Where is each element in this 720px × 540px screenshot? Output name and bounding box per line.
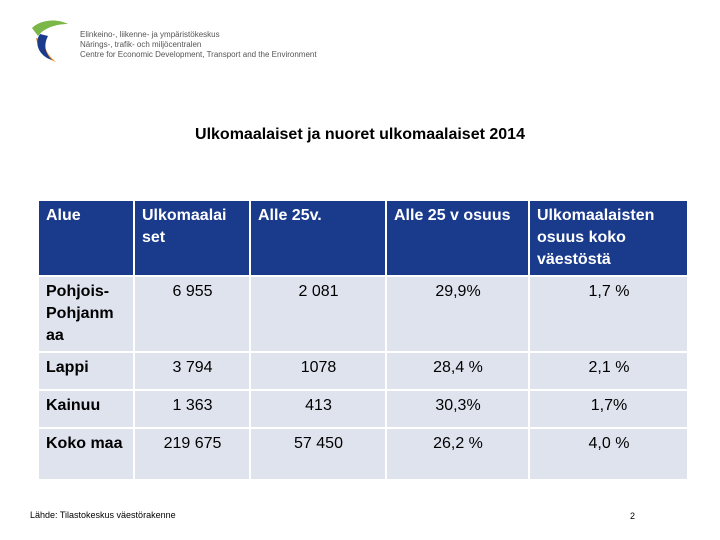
header-under25: Alle 25v. — [249, 199, 387, 277]
cell-share-total: 2,1 % — [528, 351, 689, 391]
cell-under25-share: 30,3% — [385, 389, 530, 429]
table-row: Pohjois-Pohjanm aa 6 955 2 081 29,9% 1,7… — [37, 275, 689, 353]
ely-logo — [32, 20, 68, 62]
table-row: Lappi 3 794 1078 28,4 % 2,1 % — [37, 351, 689, 391]
header-under25-share: Alle 25 v osuus — [385, 199, 530, 277]
cell-region: Lappi — [37, 351, 135, 391]
cell-share-total: 4,0 % — [528, 427, 689, 481]
cell-under25: 1078 — [249, 351, 387, 391]
logo-green-leaf — [32, 20, 68, 36]
cell-under25-share: 28,4 % — [385, 351, 530, 391]
cell-under25-share: 26,2 % — [385, 427, 530, 481]
header-region: Alue — [37, 199, 135, 277]
cell-share-total: 1,7 % — [528, 275, 689, 353]
organization-name: Elinkeino-, liikenne- ja ympäristökeskus… — [80, 30, 317, 60]
cell-region: Kainuu — [37, 389, 135, 429]
header-foreigners: Ulkomaalai set — [133, 199, 251, 277]
header-share-total: Ulkomaalaisten osuus koko väestöstä — [528, 199, 689, 277]
cell-under25: 2 081 — [249, 275, 387, 353]
cell-under25: 413 — [249, 389, 387, 429]
page-number: 2 — [630, 511, 636, 521]
cell-foreigners: 1 363 — [133, 389, 251, 429]
cell-foreigners: 3 794 — [133, 351, 251, 391]
logo-blue-leaf — [37, 34, 52, 60]
table-row: Koko maa 219 675 57 450 26,2 % 4,0 % — [37, 427, 689, 481]
org-line-sv: Närings-, trafik- och miljöcentralen — [80, 40, 202, 49]
org-line-fi: Elinkeino-, liikenne- ja ympäristökeskus — [80, 30, 220, 39]
statistics-table: Alue Ulkomaalai set Alle 25v. Alle 25 v … — [37, 199, 689, 481]
table-header-row: Alue Ulkomaalai set Alle 25v. Alle 25 v … — [37, 199, 689, 277]
cell-under25-share: 29,9% — [385, 275, 530, 353]
slide-title: Ulkomaalaiset ja nuoret ulkomaalaiset 20… — [195, 126, 525, 143]
cell-region: Pohjois-Pohjanm aa — [37, 275, 135, 353]
org-line-en: Centre for Economic Development, Transpo… — [80, 50, 317, 59]
cell-share-total: 1,7% — [528, 389, 689, 429]
cell-foreigners: 219 675 — [133, 427, 251, 481]
cell-foreigners: 6 955 — [133, 275, 251, 353]
source-note: Lähde: Tilastokeskus väestörakenne — [30, 510, 176, 520]
table-row: Kainuu 1 363 413 30,3% 1,7% — [37, 389, 689, 429]
cell-under25: 57 450 — [249, 427, 387, 481]
cell-region: Koko maa — [37, 427, 135, 481]
